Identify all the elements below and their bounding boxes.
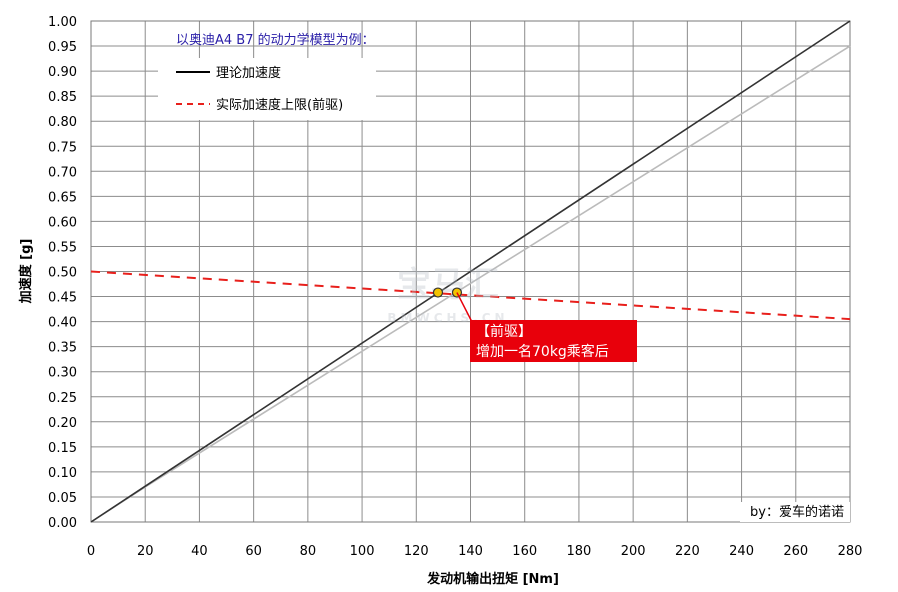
watermark-logo: 宝马汇	[397, 265, 499, 305]
x-tick-label: 20	[137, 544, 154, 559]
chart-subtitle: 以奥迪A4 B7 的动力学模型为例：	[176, 32, 375, 48]
y-tick-label: 0.25	[48, 391, 77, 406]
y-tick-label: 0.50	[48, 266, 77, 281]
x-tick-label: 0	[87, 544, 95, 559]
x-tick-label: 160	[512, 544, 537, 559]
x-tick-label: 60	[245, 544, 262, 559]
x-tick-label: 220	[675, 544, 700, 559]
y-tick-label: 0.95	[48, 40, 77, 55]
y-tick-labels: 0.00 0.05 0.10 0.15 0.20 0.25 0.30 0.35 0.40 0.45…	[48, 15, 77, 531]
legend-label-actual: 实际加速度上限(前驱)	[216, 97, 343, 113]
legend-label-theory: 理论加速度	[216, 65, 281, 81]
y-tick-label: 0.65	[48, 190, 77, 205]
y-tick-label: 0.05	[48, 491, 77, 506]
y-tick-label: 0.00	[48, 516, 77, 531]
y-tick-label: 1.00	[48, 15, 77, 30]
series-group	[90, 20, 851, 523]
x-tick-label: 80	[300, 544, 317, 559]
credit-text: by：爱车的诺诺	[750, 504, 844, 520]
y-axis-title: 加速度 [g]	[18, 239, 34, 305]
watermark: 宝马汇 BMWCHS.CN	[387, 265, 504, 325]
x-tick-label: 180	[567, 544, 592, 559]
y-tick-label: 0.10	[48, 466, 77, 481]
y-tick-label: 0.60	[48, 215, 77, 230]
callout-line-1: 【前驱】	[476, 323, 532, 340]
y-tick-label: 0.35	[48, 341, 77, 356]
x-tick-label: 200	[621, 544, 646, 559]
legend-box	[158, 58, 376, 120]
y-tick-label: 0.70	[48, 165, 77, 180]
credit-box	[740, 502, 850, 522]
x-tick-labels: 0 20 40 60 80 100 120 140 160 180 200 220 240 260 280	[87, 544, 863, 559]
x-tick-label: 40	[191, 544, 208, 559]
x-tick-label: 120	[404, 544, 429, 559]
callout-box	[470, 320, 637, 362]
y-tick-label: 0.85	[48, 90, 77, 105]
y-tick-label: 0.20	[48, 416, 77, 431]
series-line-theory	[90, 20, 851, 523]
callout-line-2: 增加一名70kg乘客后	[476, 343, 609, 360]
legend: 以奥迪A4 B7 的动力学模型为例： 理论加速度 实际加速度上限(前驱)	[158, 32, 376, 120]
y-tick-label: 0.15	[48, 441, 77, 456]
x-tick-label: 260	[783, 544, 808, 559]
y-tick-label: 0.75	[48, 140, 77, 155]
y-tick-label: 0.45	[48, 291, 77, 306]
callout-leader	[456, 292, 473, 323]
y-tick-label: 0.40	[48, 316, 77, 331]
x-tick-label: 280	[838, 544, 863, 559]
x-tick-label: 100	[350, 544, 375, 559]
y-tick-label: 0.80	[48, 115, 77, 130]
y-tick-label: 0.90	[48, 65, 77, 80]
y-tick-label: 0.30	[48, 366, 77, 381]
y-tick-label: 0.55	[48, 240, 77, 255]
x-tick-label: 240	[729, 544, 754, 559]
markers-group	[432, 287, 463, 298]
x-tick-label: 140	[458, 544, 483, 559]
x-axis-title: 发动机输出扭矩 [Nm]	[426, 571, 559, 587]
intersection-marker	[432, 287, 444, 298]
callout: 【前驱】 增加一名70kg乘客后	[456, 292, 637, 362]
